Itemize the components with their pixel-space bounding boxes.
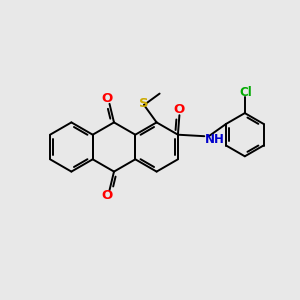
Text: O: O (174, 103, 185, 116)
Text: Cl: Cl (239, 86, 252, 99)
Text: O: O (101, 189, 113, 202)
Text: S: S (139, 97, 148, 110)
Text: O: O (101, 92, 113, 105)
Text: NH: NH (205, 133, 225, 146)
